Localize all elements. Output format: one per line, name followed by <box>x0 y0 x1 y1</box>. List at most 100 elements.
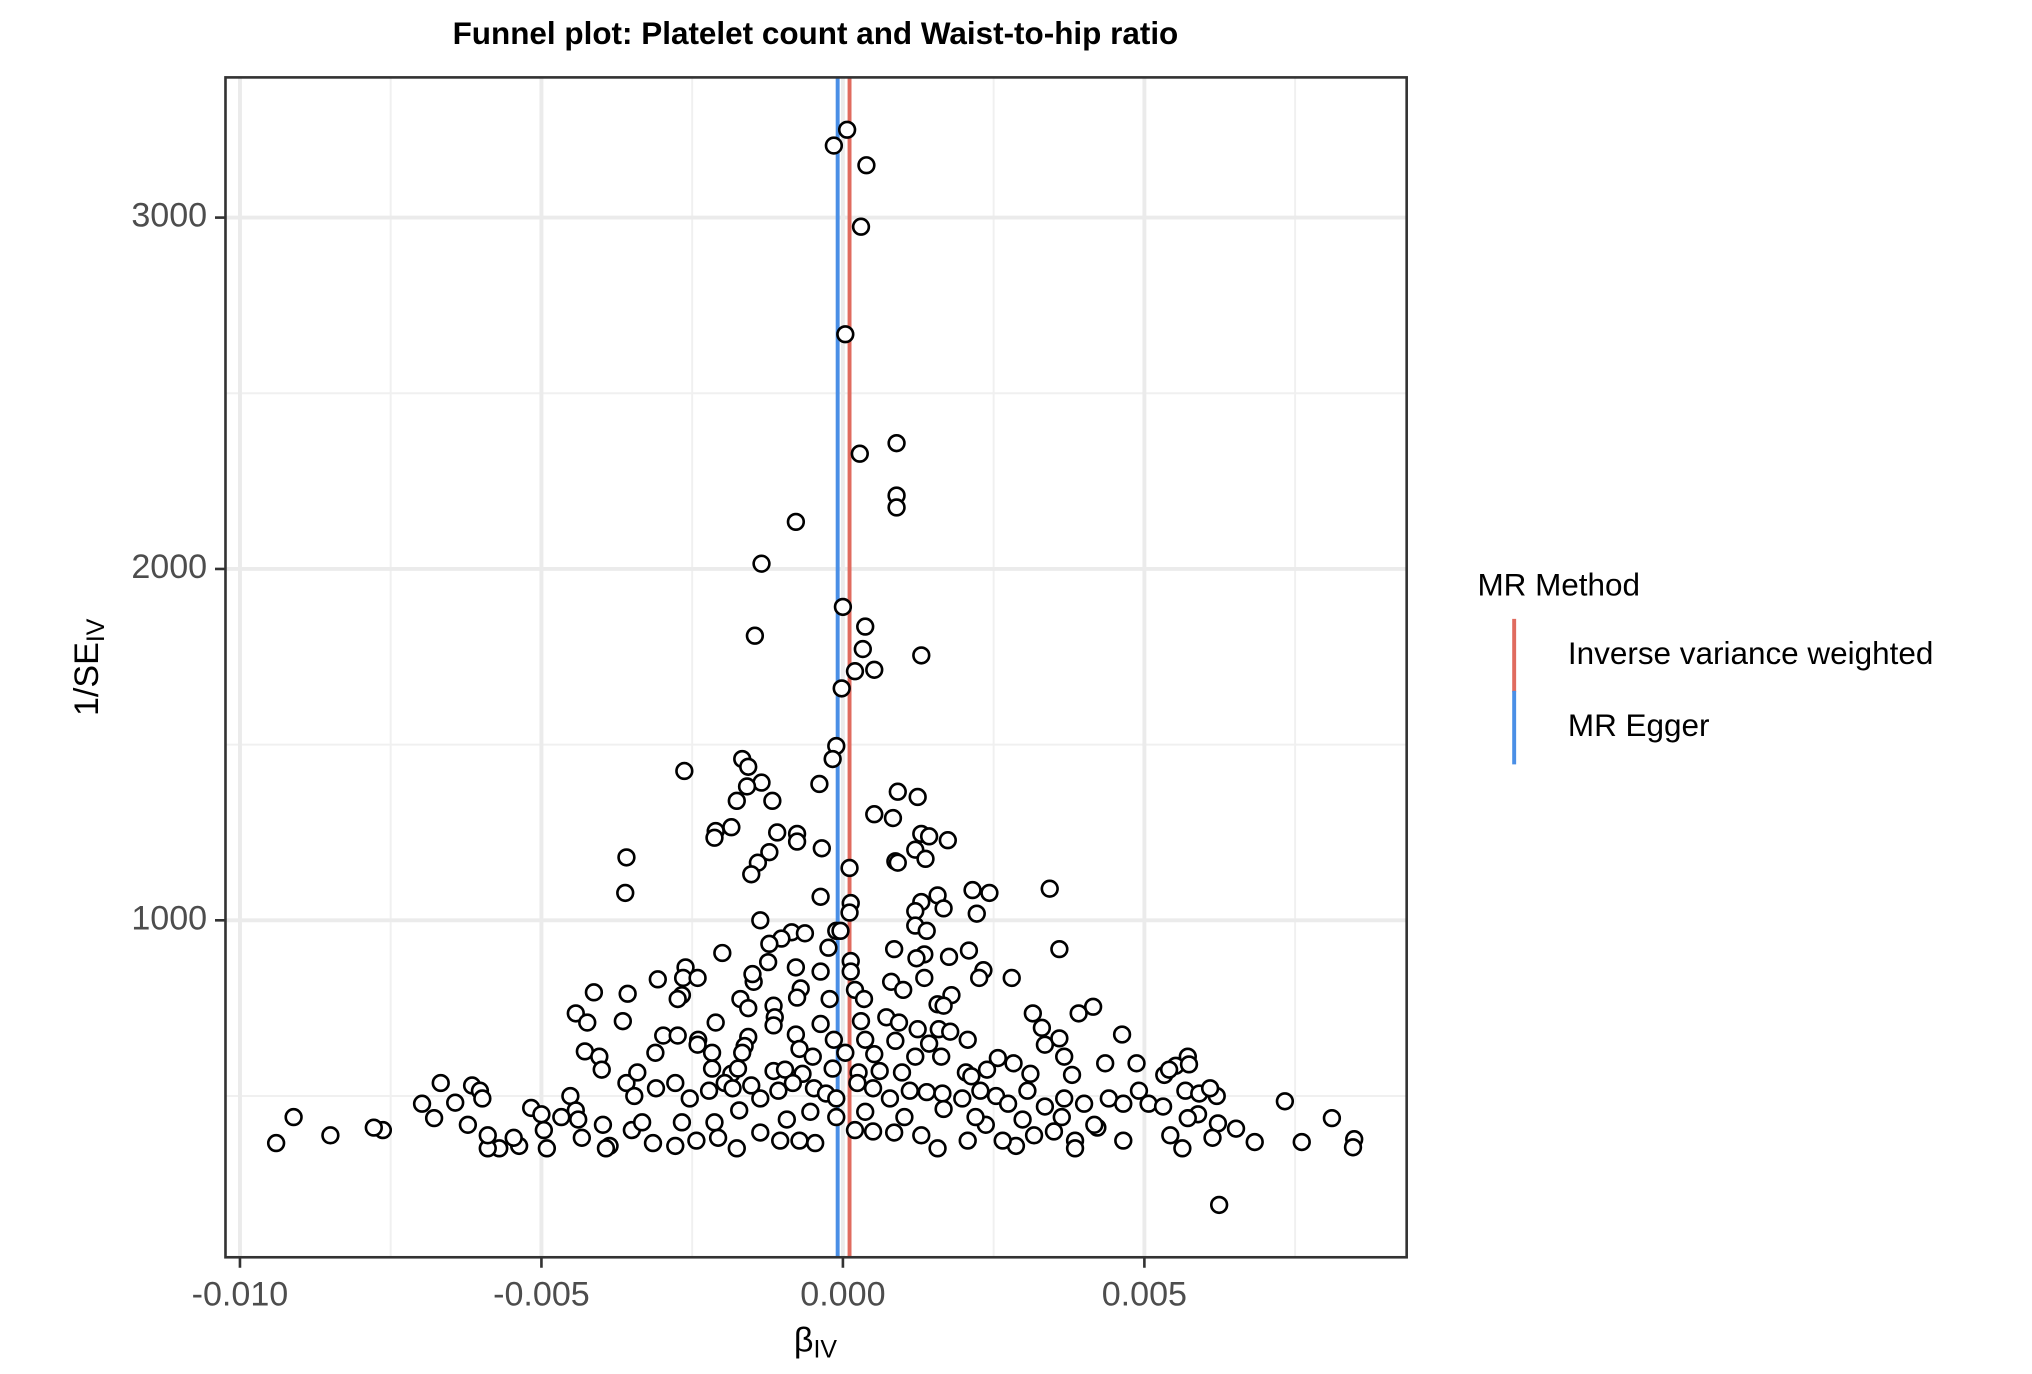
chart-title: Funnel plot: Platelet count and Waist-to… <box>453 16 1179 51</box>
point <box>730 1101 749 1120</box>
point <box>967 904 986 923</box>
point <box>1050 939 1069 959</box>
point <box>934 996 953 1015</box>
x-axis-label-main: β <box>794 1321 814 1359</box>
point <box>962 1067 981 1086</box>
point <box>787 988 807 1007</box>
point <box>771 1131 790 1150</box>
point <box>1209 1195 1229 1215</box>
point <box>722 818 741 837</box>
point <box>1050 1029 1069 1048</box>
point <box>863 1079 883 1098</box>
point <box>865 805 884 824</box>
point <box>851 1011 871 1031</box>
point <box>889 1013 909 1032</box>
point <box>733 1043 752 1062</box>
point <box>998 1094 1018 1113</box>
point <box>939 947 959 967</box>
point <box>742 865 761 884</box>
x-axis-label-sub: IV <box>813 1335 837 1363</box>
point <box>811 887 830 906</box>
point <box>857 156 876 175</box>
point <box>907 949 926 968</box>
point <box>737 777 757 796</box>
point <box>912 646 931 665</box>
point <box>1004 1054 1023 1073</box>
point <box>625 1086 644 1106</box>
point <box>870 1061 889 1081</box>
point <box>760 934 779 954</box>
point <box>856 1102 875 1121</box>
point <box>758 952 778 972</box>
point <box>1074 1094 1094 1113</box>
point <box>1055 1047 1074 1066</box>
point <box>803 1047 822 1066</box>
point <box>980 883 999 903</box>
point <box>1203 1128 1222 1147</box>
point <box>727 1139 746 1158</box>
point <box>919 1034 939 1053</box>
point <box>596 1139 616 1158</box>
point <box>928 1139 947 1158</box>
point <box>446 1093 465 1112</box>
point <box>1069 1004 1088 1023</box>
point <box>728 1059 748 1078</box>
legend-label: Inverse variance weighted <box>1568 636 1933 671</box>
point <box>958 1030 977 1049</box>
point <box>504 1128 523 1147</box>
point <box>1292 1132 1311 1152</box>
point <box>668 1026 687 1045</box>
point <box>786 958 806 977</box>
point <box>763 791 782 811</box>
point <box>790 1131 809 1150</box>
point <box>851 217 871 236</box>
y-tick-label: 2000 <box>131 548 207 586</box>
point <box>569 1110 588 1129</box>
point <box>713 943 732 963</box>
point <box>831 921 850 941</box>
point <box>837 120 857 139</box>
point <box>648 970 667 989</box>
point <box>321 1126 340 1145</box>
point <box>880 1089 900 1108</box>
point <box>593 1115 613 1134</box>
point <box>790 1039 809 1059</box>
point <box>900 1081 920 1100</box>
point <box>578 1013 597 1032</box>
point <box>892 1063 912 1082</box>
point <box>786 512 806 532</box>
point <box>473 1089 492 1108</box>
point <box>687 1131 706 1150</box>
point <box>833 597 853 617</box>
point <box>1114 1094 1133 1113</box>
point <box>854 989 874 1009</box>
point <box>643 1133 663 1153</box>
point <box>883 808 903 828</box>
point <box>886 1031 905 1051</box>
point <box>894 980 913 1000</box>
point <box>832 679 851 698</box>
point <box>810 774 829 794</box>
point <box>743 964 762 984</box>
point <box>613 1011 633 1031</box>
x-tick-label: -0.010 <box>192 1276 289 1314</box>
point <box>845 662 865 681</box>
point <box>906 1047 925 1066</box>
point <box>1055 1089 1074 1108</box>
point <box>969 968 989 988</box>
point <box>848 1073 867 1093</box>
point <box>850 444 869 463</box>
point <box>742 1076 761 1095</box>
point <box>916 849 935 869</box>
point <box>706 1013 725 1032</box>
point <box>702 1043 722 1062</box>
point <box>1062 1065 1082 1085</box>
point <box>1129 1081 1149 1100</box>
point <box>811 1014 830 1034</box>
point <box>988 1048 1008 1068</box>
point <box>1245 1132 1264 1152</box>
point <box>863 1122 883 1141</box>
point <box>1040 879 1059 898</box>
point <box>646 1079 666 1098</box>
